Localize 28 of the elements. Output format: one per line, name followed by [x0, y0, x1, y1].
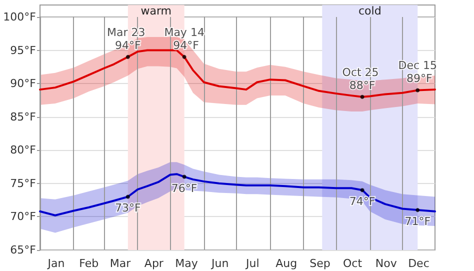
line-series: [39, 49, 436, 99]
annotation: 76°F: [171, 182, 198, 195]
x-tick-label: Nov: [375, 257, 398, 270]
line-series: [39, 173, 436, 216]
y-tick-label: 70°F: [10, 210, 36, 224]
x-tick-label: Oct: [343, 257, 363, 270]
y-tick-label: 65°F: [10, 244, 36, 256]
y-tick-label: 85°F: [10, 110, 36, 124]
y-tick-label: 90°F: [10, 77, 36, 90]
annotation: 74°F: [349, 195, 376, 208]
x-tick-label: Dec: [408, 257, 430, 270]
band-label: warm: [140, 4, 172, 18]
x-tick-label: Jun: [210, 257, 229, 270]
y-tick-label: 75°F: [10, 176, 36, 190]
annotation: 73°F: [114, 202, 141, 215]
annotation: 71°F: [404, 215, 431, 228]
x-tick-label: Mar: [110, 257, 132, 270]
x-tick-label: Aug: [276, 257, 298, 270]
y-tick-label: 80°F: [10, 144, 36, 157]
x-tick-label: Jan: [46, 257, 65, 270]
y-tick-label: 100°F: [3, 10, 36, 24]
x-tick-label: Feb: [79, 257, 99, 270]
y-tick-label: 95°F: [10, 44, 36, 57]
x-tick-label: May: [175, 257, 198, 270]
x-tick-label: Sep: [310, 257, 330, 270]
band-label: cold: [358, 4, 382, 18]
x-tick-label: Apr: [144, 257, 164, 270]
x-tick-label: Jul: [245, 257, 260, 270]
